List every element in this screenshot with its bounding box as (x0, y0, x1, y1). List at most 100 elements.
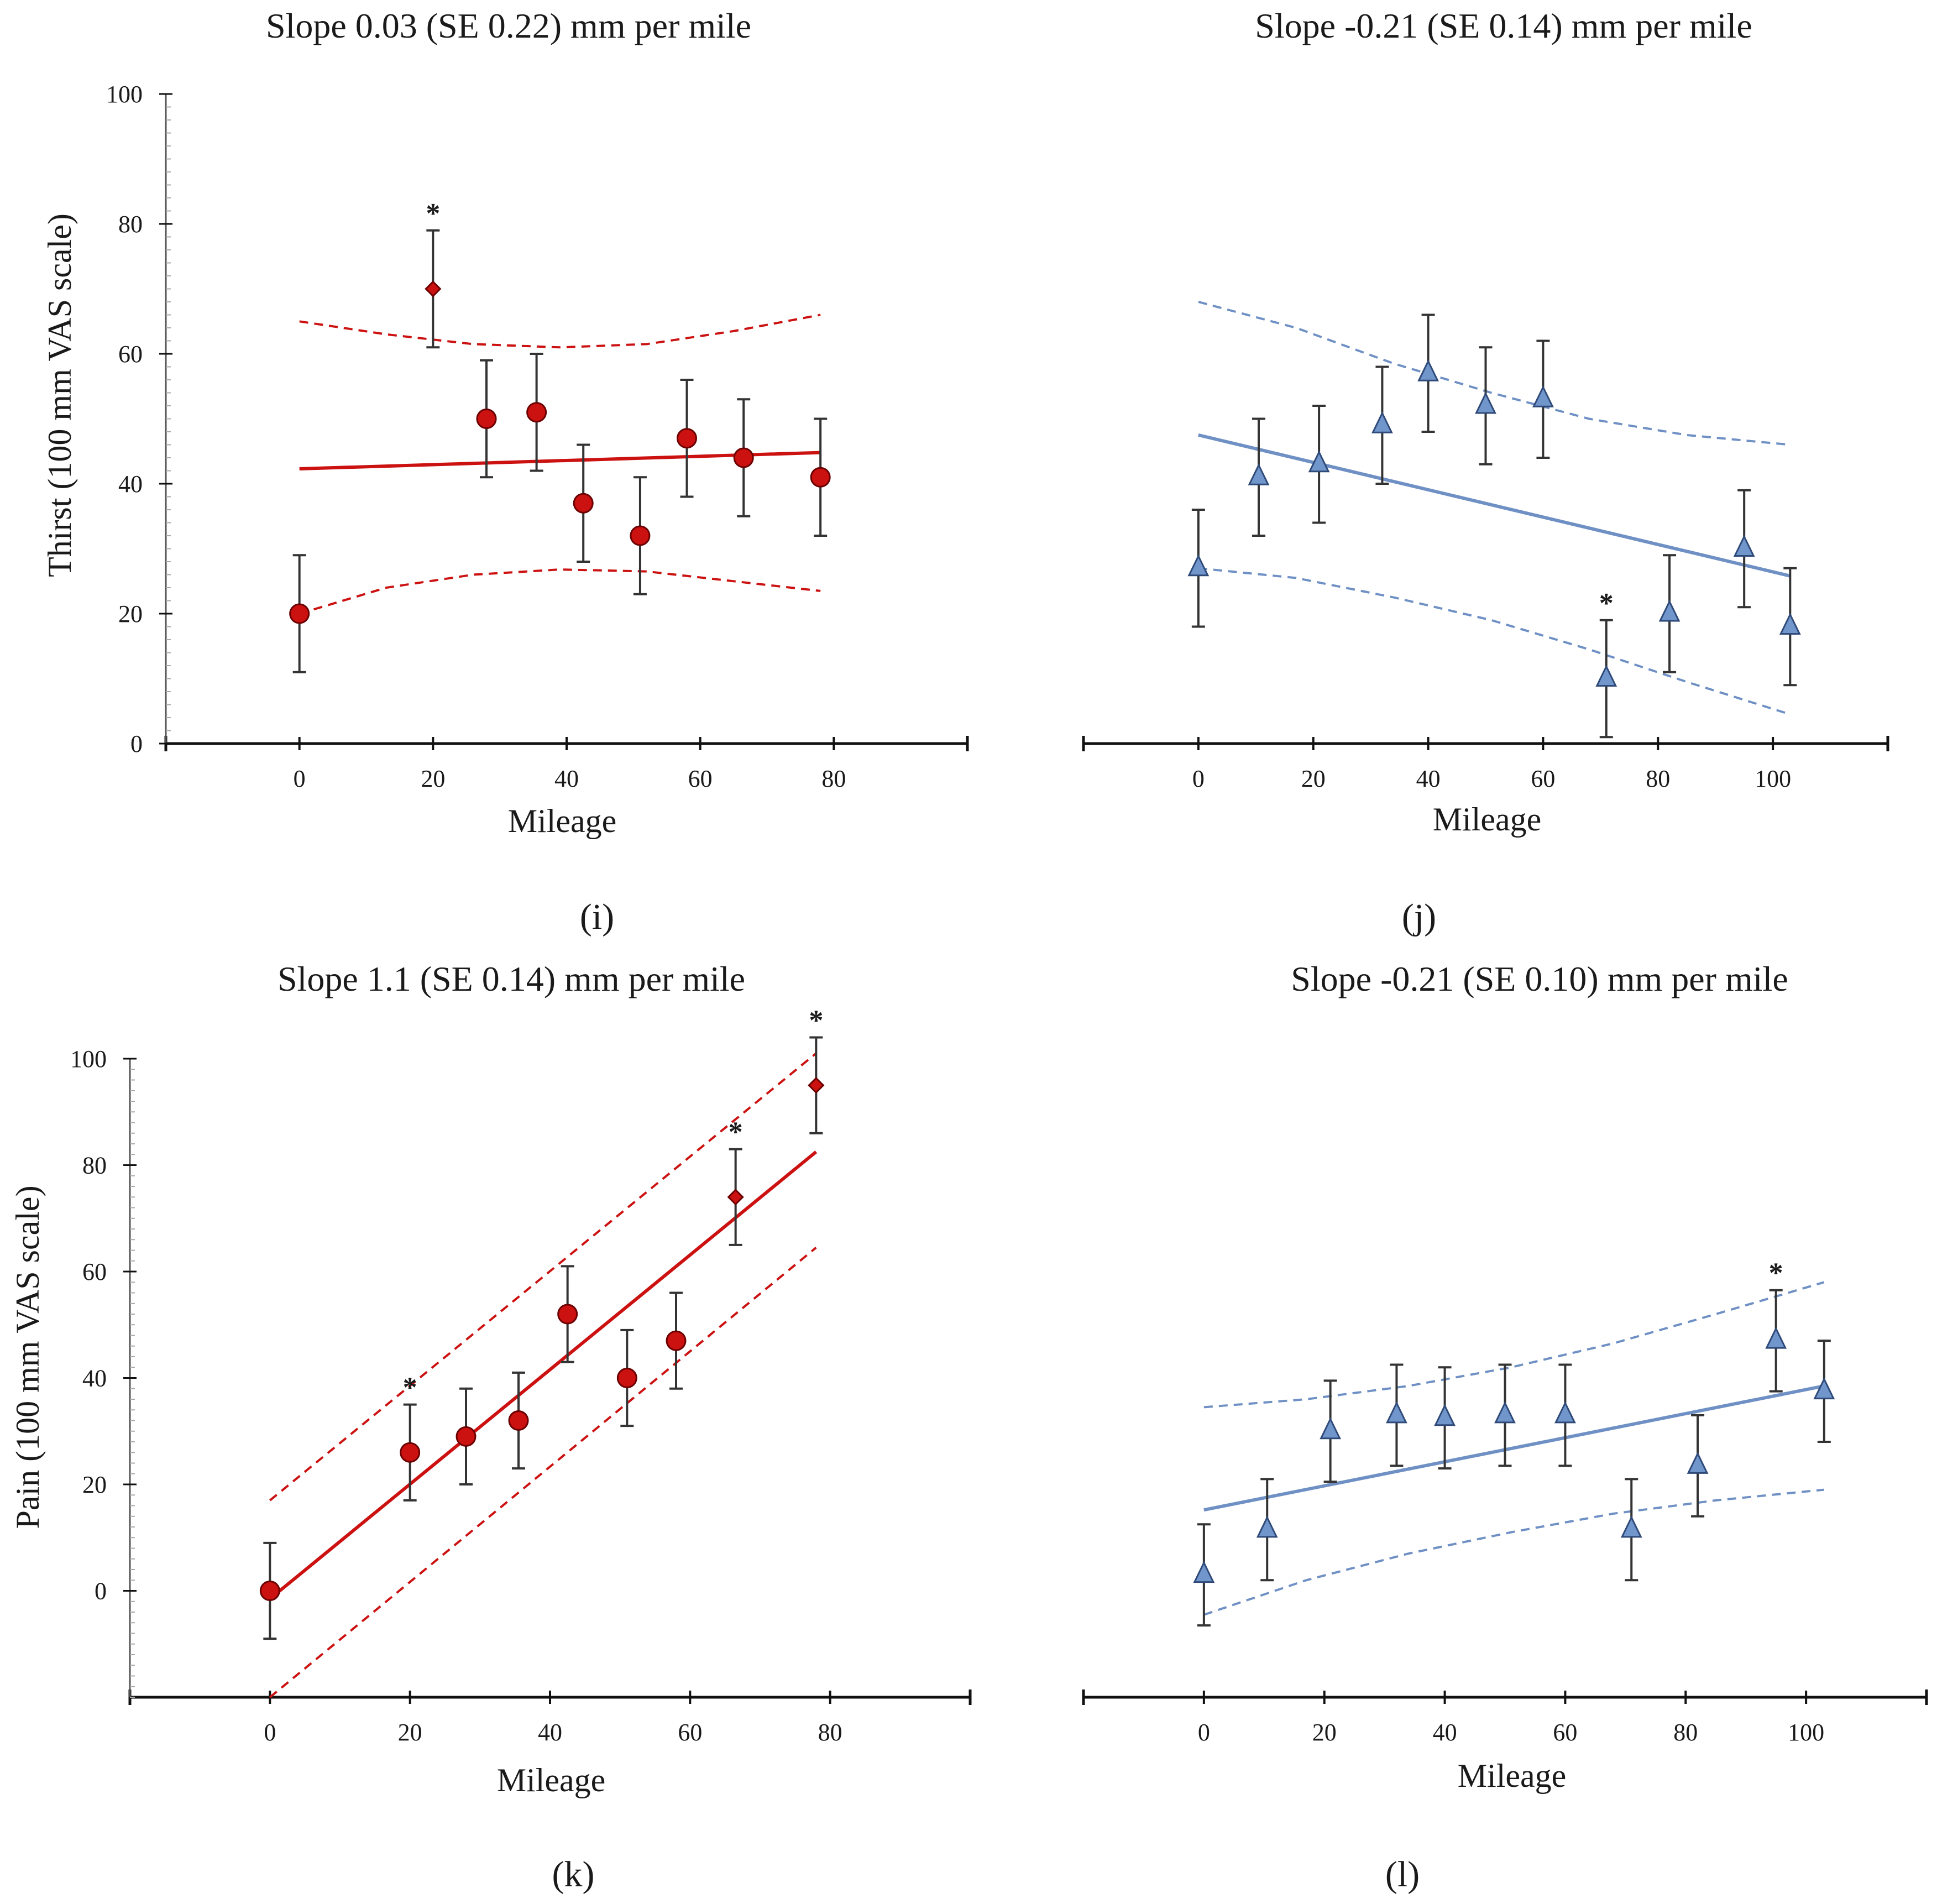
significance-star: * (729, 1117, 743, 1148)
data-point (1308, 450, 1330, 473)
ci-lower-line (1198, 567, 1791, 716)
panel-i-ylabel: Thirst (100 mm VAS scale) (41, 213, 78, 577)
data-point (573, 493, 594, 514)
significance-star: * (1769, 1258, 1783, 1289)
data-point (1595, 665, 1617, 687)
ci-upper-line (1198, 301, 1791, 446)
x-tick-label: 20 (421, 765, 445, 792)
significance-star: * (426, 198, 440, 229)
data-point (289, 603, 310, 624)
data-point (810, 467, 831, 488)
panel-l-label: (l) (1385, 1854, 1420, 1895)
panel-k-label: (k) (552, 1854, 595, 1895)
y-tick-label: 100 (106, 81, 143, 108)
panel-k-title: Slope 1.1 (SE 0.14) mm per mile (278, 959, 745, 998)
y-tick-label: 100 (70, 1045, 107, 1073)
y-tick-label: 60 (82, 1258, 107, 1285)
data-point (476, 409, 497, 429)
data-point (1620, 1515, 1642, 1538)
ci-upper-line (269, 1052, 817, 1502)
y-tick-label: 20 (118, 600, 143, 627)
panel-k-ylabel: Pain (100 mm VAS scale) (9, 1185, 46, 1529)
data-point (557, 1304, 578, 1325)
x-tick-label: 60 (1553, 1719, 1577, 1746)
x-tick-label: 100 (1788, 1719, 1824, 1746)
panel-l-title: Slope -0.21 (SE 0.10) mm per mile (1291, 959, 1788, 998)
data-point (677, 428, 697, 449)
data-point (1434, 1404, 1456, 1426)
panel-l-xlabel: Mileage (1458, 1757, 1567, 1794)
ci-upper-line (1203, 1281, 1825, 1409)
x-tick-label: 60 (678, 1719, 702, 1746)
data-point (1248, 463, 1270, 485)
data-point (808, 1077, 825, 1094)
panel-i-title: Slope 0.03 (SE 0.22) mm per mile (266, 6, 751, 45)
data-point (1494, 1401, 1516, 1424)
y-tick-label: 0 (130, 730, 143, 757)
regression-line (1198, 433, 1791, 578)
data-point (400, 1442, 421, 1463)
y-tick-label: 80 (118, 211, 143, 238)
significance-star: * (1599, 588, 1614, 619)
data-point (1687, 1451, 1709, 1474)
data-point (526, 402, 547, 423)
data-point (1386, 1401, 1407, 1424)
panel-j-title: Slope -0.21 (SE 0.14) mm per mile (1255, 6, 1752, 45)
data-point (1813, 1377, 1835, 1400)
ci-lower-line (1203, 1488, 1824, 1616)
data-point (1765, 1326, 1787, 1349)
y-tick-label: 60 (118, 341, 143, 368)
x-tick-label: 40 (1416, 765, 1441, 792)
y-tick-label: 0 (95, 1578, 107, 1605)
x-tick-label: 80 (1673, 1719, 1698, 1746)
ci-lower-line (299, 568, 821, 615)
ci-upper-line (299, 313, 821, 349)
x-tick-label: 100 (1755, 765, 1791, 792)
data-point (733, 447, 754, 468)
panel-j-xlabel: Mileage (1433, 801, 1542, 838)
x-tick-label: 80 (821, 765, 846, 792)
x-tick-label: 80 (1646, 765, 1670, 792)
x-tick-label: 0 (1192, 765, 1205, 792)
data-point (1733, 535, 1755, 557)
data-point (1371, 411, 1393, 433)
y-tick-label: 40 (118, 470, 143, 498)
panel-i-xlabel: Mileage (508, 803, 617, 839)
regression-line (299, 451, 821, 470)
significance-star: * (403, 1372, 417, 1404)
x-tick-label: 20 (1301, 765, 1326, 792)
x-tick-label: 0 (294, 765, 306, 792)
panel-i: Slope 0.03 (SE 0.22) mm per mile Mileage… (41, 6, 969, 937)
data-point (1256, 1515, 1278, 1538)
regression-line (1203, 1384, 1825, 1512)
panel-j: Slope -0.21 (SE 0.14) mm per mile Mileag… (1082, 6, 1889, 937)
panel-k-xlabel: Mileage (497, 1762, 606, 1798)
x-tick-label: 80 (818, 1719, 842, 1746)
data-point (727, 1189, 744, 1206)
ci-lower-line (269, 1247, 817, 1698)
data-point (666, 1330, 687, 1351)
x-tick-label: 40 (1433, 1719, 1457, 1746)
x-tick-label: 0 (1198, 1719, 1210, 1746)
data-point (1779, 613, 1801, 635)
panel-k: Slope 1.1 (SE 0.14) mm per mile Mileage … (9, 959, 972, 1895)
x-tick-label: 40 (538, 1719, 562, 1746)
data-point (1187, 554, 1210, 577)
data-point (508, 1410, 529, 1431)
data-point (1532, 385, 1554, 407)
y-tick-label: 40 (82, 1365, 107, 1392)
data-point (425, 280, 442, 297)
x-tick-label: 60 (1531, 765, 1555, 792)
data-point (1320, 1417, 1342, 1440)
data-point (1475, 391, 1496, 414)
y-tick-label: 20 (82, 1471, 107, 1498)
data-point (1417, 359, 1439, 381)
data-point (1658, 599, 1681, 622)
panel-i-label: (i) (580, 897, 614, 937)
x-tick-label: 40 (554, 765, 579, 792)
panel-l: Slope -0.21 (SE 0.10) mm per mile Mileag… (1082, 959, 1928, 1895)
significance-star: * (809, 1005, 823, 1037)
x-tick-label: 20 (1312, 1719, 1337, 1746)
x-tick-label: 20 (398, 1719, 422, 1746)
